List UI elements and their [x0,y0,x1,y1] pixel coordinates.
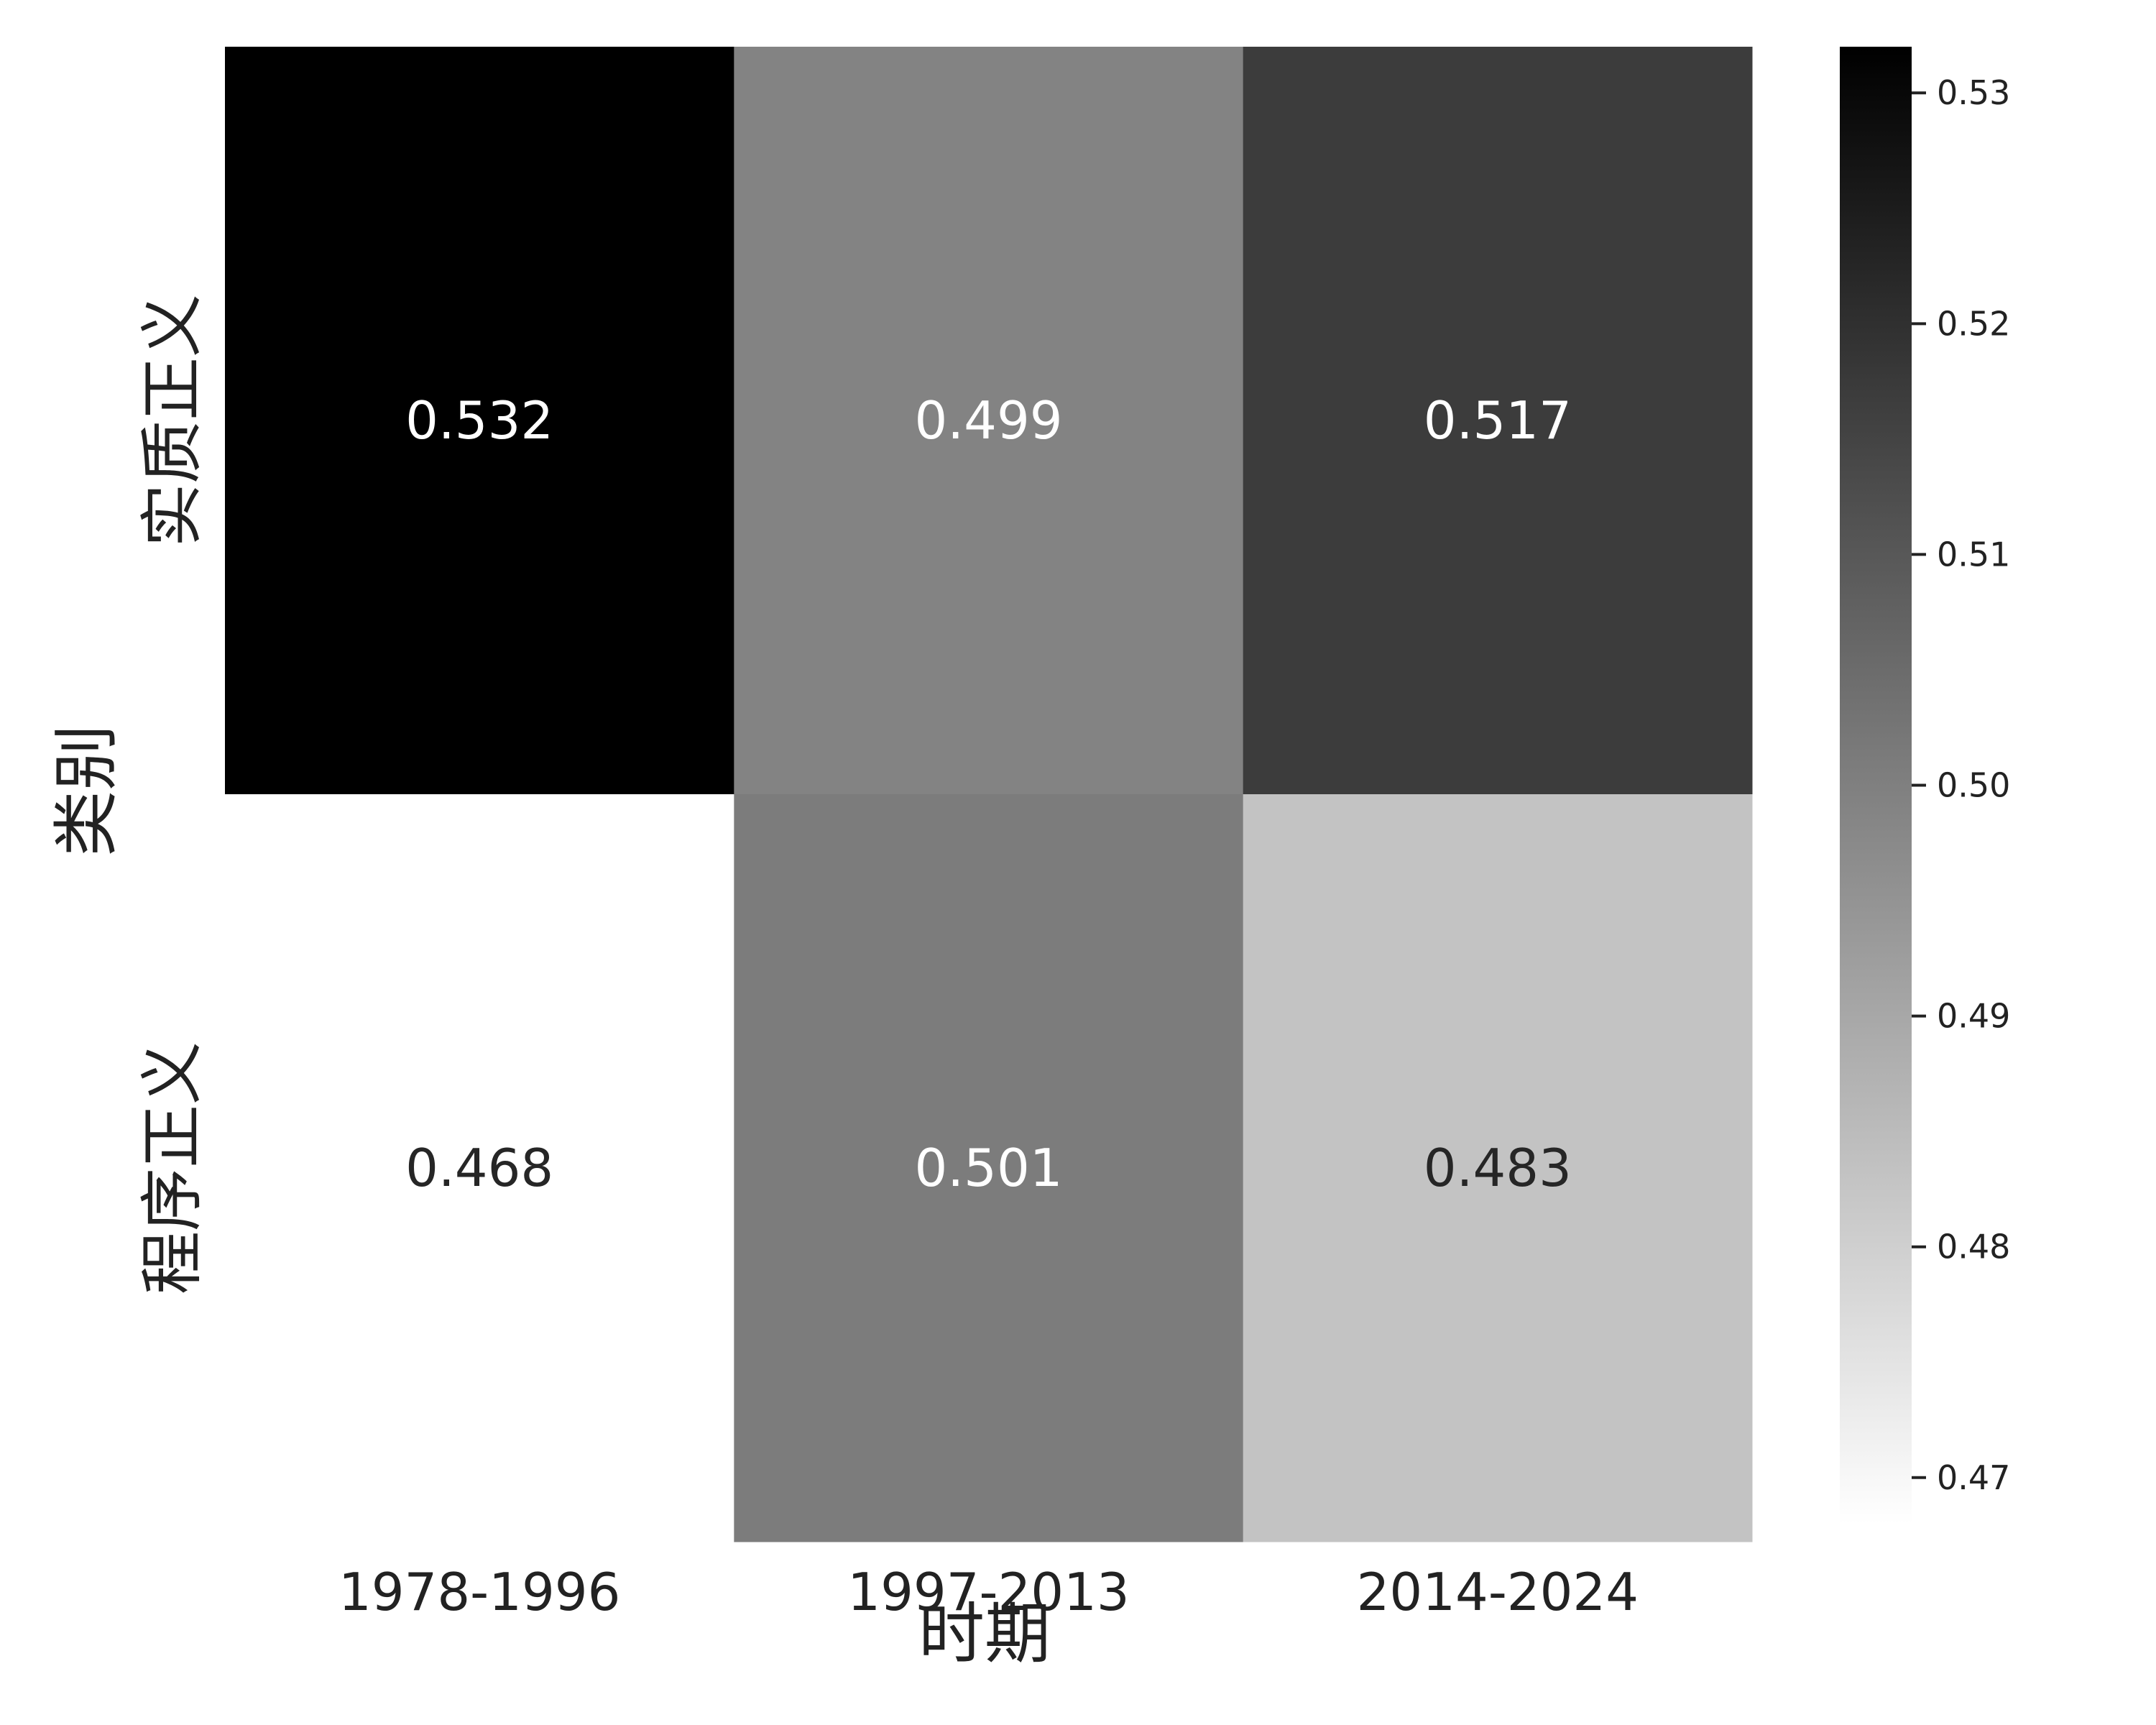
colorbar-tick-label: 0.51 [1937,535,2010,574]
colorbar-tick-label: 0.53 [1937,73,2010,112]
colorbar-tick-label: 0.47 [1937,1458,2010,1497]
heatmap-cells [225,47,1753,1542]
heatmap-cell [225,794,734,1542]
heatmap-cell [1243,47,1753,795]
x-axis-tick-label: 2014-2024 [1357,1562,1639,1622]
colorbar-tick-label: 0.50 [1937,766,2010,805]
heatmap-cell [1243,794,1753,1542]
colorbar-tick-label: 0.48 [1937,1228,2010,1266]
heatmap-cell-label: 0.468 [405,1138,553,1198]
colorbar-tick-label: 0.52 [1937,304,2010,343]
heatmap-cell [225,47,734,795]
colorbar-ticks: 0.47 0.48 0.49 0.50 0.51 0.52 0.53 [1912,73,2010,1497]
heatmap-cell-label: 0.499 [914,390,1062,451]
x-axis-tick-label: 1978-1996 [338,1562,620,1622]
x-axis-title: 时期 [918,1596,1051,1673]
heatmap-cell-label: 0.517 [1424,390,1572,451]
x-axis-tick-labels: 1978-1996 1997-2013 2014-2024 [338,1562,1639,1622]
x-axis-tick-label: 1997-2013 [847,1562,1129,1622]
colorbar [1840,47,1912,1524]
heatmap-cell [734,47,1244,795]
colorbar-tick-label: 0.49 [1937,997,2010,1036]
heatmap-cell-labels: 0.532 0.499 0.517 0.468 0.501 0.483 [405,390,1572,1198]
y-axis-tick-label: 实质正义 [135,294,209,547]
heatmap-cell-label: 0.483 [1424,1138,1572,1198]
heatmap-cell-label: 0.532 [405,390,553,451]
y-axis-title: 类别 [48,724,125,857]
heatmap-cell [734,794,1244,1542]
heatmap-cell-label: 0.501 [914,1138,1062,1198]
y-axis-tick-label: 程序正义 [135,1041,209,1294]
